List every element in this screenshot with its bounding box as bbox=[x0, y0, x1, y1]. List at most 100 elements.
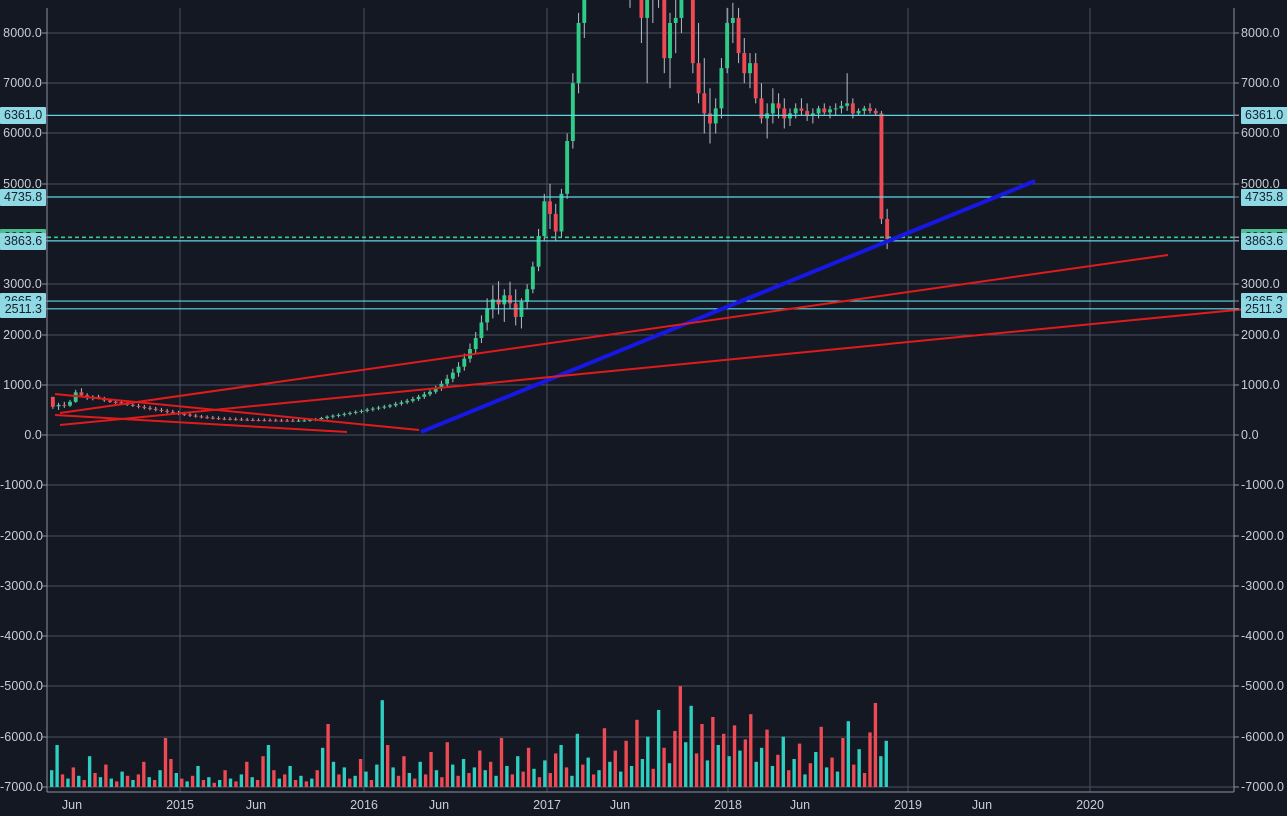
volume-bar bbox=[575, 733, 580, 787]
candlestick bbox=[250, 418, 255, 422]
candle-body bbox=[399, 402, 404, 404]
candle-body bbox=[428, 391, 432, 395]
candle-body bbox=[79, 392, 84, 396]
volume-bar bbox=[212, 782, 216, 787]
volume-bar bbox=[705, 760, 710, 787]
volume-bar bbox=[879, 756, 883, 787]
price-level-tag-right[interactable]: 6361.0 bbox=[1241, 107, 1287, 125]
price-level-tag-right[interactable]: 4735.8 bbox=[1241, 189, 1287, 207]
candle-body bbox=[679, 0, 684, 18]
red-lower-uptrend[interactable] bbox=[59, 304, 1287, 426]
volume-bar bbox=[348, 778, 352, 787]
candle-body bbox=[119, 402, 124, 404]
volume-bar bbox=[537, 777, 542, 787]
volume-bar bbox=[60, 774, 65, 787]
left-axis-tick-label: -4000.0 bbox=[0, 629, 44, 643]
candle-body bbox=[262, 420, 267, 422]
volume-bar bbox=[429, 752, 433, 787]
left-axis-tick-label: -1000.0 bbox=[0, 478, 44, 492]
candlestick bbox=[639, 0, 644, 44]
volume-bar bbox=[656, 710, 661, 787]
volume-bar bbox=[770, 766, 775, 787]
candlestick bbox=[770, 88, 775, 124]
candle-body bbox=[73, 392, 78, 402]
candle-body bbox=[165, 410, 170, 412]
candlestick bbox=[673, 0, 678, 54]
volume-bar bbox=[136, 774, 141, 787]
price-level-tag-left[interactable]: 6361.0 bbox=[0, 107, 46, 125]
candle-body bbox=[416, 396, 421, 400]
candle-body bbox=[805, 110, 810, 116]
left-axis-tick-label: 3000.0 bbox=[3, 277, 42, 291]
volume-bar bbox=[369, 780, 374, 787]
volume-bar bbox=[559, 745, 563, 787]
candle-body bbox=[342, 413, 347, 415]
left-axis-tick-label: -2000.0 bbox=[0, 529, 44, 543]
red-lower-downtrend[interactable] bbox=[54, 414, 348, 433]
candle-body bbox=[719, 68, 724, 109]
candlestick bbox=[382, 404, 387, 410]
candle-body bbox=[376, 407, 381, 409]
candlestick bbox=[856, 108, 861, 116]
volume-bar bbox=[185, 781, 189, 787]
price-level-tag-right[interactable]: 3863.6 bbox=[1241, 232, 1287, 250]
volume-bar bbox=[82, 780, 86, 787]
candle-body bbox=[456, 366, 461, 373]
volume-bar bbox=[619, 771, 623, 787]
candlestick bbox=[445, 374, 450, 387]
candlestick bbox=[485, 298, 490, 331]
candlestick bbox=[748, 53, 752, 89]
time-axis-tick-label: Jun bbox=[971, 798, 993, 812]
candlestick bbox=[473, 331, 478, 355]
red-upper-downtrend[interactable] bbox=[54, 393, 420, 431]
left-axis-tick-label: 8000.0 bbox=[3, 26, 42, 40]
candle-body bbox=[696, 63, 701, 94]
volume-bar bbox=[792, 759, 796, 787]
price-level-tag-left[interactable]: 2511.3 bbox=[0, 300, 46, 318]
candle-body bbox=[353, 411, 358, 413]
candlestick bbox=[496, 281, 501, 315]
candlestick bbox=[330, 414, 335, 419]
candle-body bbox=[245, 419, 250, 421]
price-level-tag-right[interactable]: 2511.3 bbox=[1241, 300, 1287, 318]
candle-body bbox=[736, 17, 741, 54]
candlestick bbox=[490, 285, 495, 319]
volume-bar bbox=[494, 775, 498, 787]
candle-body bbox=[182, 413, 187, 415]
volume-bar bbox=[337, 774, 341, 787]
right-axis-tick-label: -7000.0 bbox=[1241, 780, 1285, 794]
candle-body bbox=[530, 266, 535, 290]
volume-bar bbox=[586, 757, 590, 787]
candlestick bbox=[439, 380, 444, 391]
candle-body bbox=[833, 108, 838, 110]
volume-bar bbox=[364, 771, 368, 787]
candlestick bbox=[725, 7, 730, 74]
candlestick bbox=[468, 343, 472, 363]
candle-body bbox=[256, 420, 261, 422]
red-upper-uptrend[interactable] bbox=[59, 254, 1169, 414]
volume-bar bbox=[554, 753, 558, 787]
price-level-tag-left[interactable]: 3863.6 bbox=[0, 232, 46, 250]
candlestick bbox=[165, 408, 170, 414]
candlestick bbox=[582, 0, 587, 39]
blue-uptrend[interactable] bbox=[420, 179, 1036, 434]
candle-body bbox=[325, 416, 330, 418]
candlestick bbox=[193, 413, 198, 418]
volume-bar bbox=[283, 774, 287, 787]
candlestick bbox=[233, 417, 238, 421]
candlestick bbox=[376, 405, 381, 411]
candlestick bbox=[142, 404, 147, 410]
time-axis-tick-label: 2018 bbox=[714, 798, 742, 812]
volume-bar bbox=[467, 773, 471, 787]
candlestick bbox=[359, 409, 364, 414]
left-axis-tick-label: 6000.0 bbox=[3, 126, 42, 140]
volume-bar bbox=[629, 766, 634, 787]
candlestick bbox=[462, 353, 467, 371]
candlestick bbox=[776, 93, 781, 119]
candle-body bbox=[828, 109, 832, 113]
candle-body bbox=[142, 406, 147, 408]
candle-body bbox=[799, 108, 804, 111]
price-level-tag-left[interactable]: 4735.8 bbox=[0, 189, 46, 207]
